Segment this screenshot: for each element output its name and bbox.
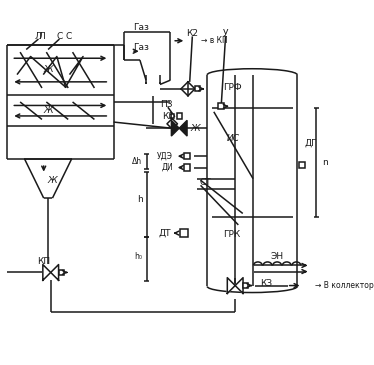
Text: ГРФ: ГРФ	[223, 84, 242, 92]
Text: Ж: Ж	[47, 176, 57, 185]
Bar	[177, 113, 182, 119]
Text: ЭН: ЭН	[270, 252, 283, 261]
Text: Газ: Газ	[133, 43, 149, 52]
Bar	[170, 114, 174, 118]
Text: ДТ: ДТ	[159, 228, 171, 238]
Text: К2: К2	[186, 29, 198, 38]
Text: h: h	[137, 195, 142, 204]
Text: КЗ: КЗ	[260, 279, 272, 288]
Text: h₀: h₀	[135, 252, 142, 261]
Text: С: С	[56, 32, 62, 41]
Text: С: С	[65, 32, 71, 41]
Polygon shape	[235, 278, 243, 293]
Text: КП: КП	[38, 257, 51, 266]
Text: Л: Л	[35, 32, 42, 41]
Text: УДЭ: УДЭ	[157, 152, 173, 161]
Text: К1: К1	[162, 112, 174, 121]
Text: Газ: Газ	[133, 23, 149, 32]
Bar	[243, 283, 248, 288]
Polygon shape	[51, 265, 59, 280]
Bar	[195, 86, 200, 92]
Bar	[184, 153, 190, 159]
Text: n: n	[323, 158, 328, 167]
Bar	[180, 229, 187, 237]
Text: → в КП: → в КП	[201, 36, 228, 45]
Text: Л: Л	[39, 32, 45, 41]
Text: ГРК: ГРК	[223, 230, 240, 239]
Text: СТ: СТ	[199, 178, 211, 187]
Bar	[59, 270, 64, 275]
Text: Ж: Ж	[43, 106, 53, 115]
Text: → В коллектор: → В коллектор	[315, 281, 374, 290]
Text: Δh: Δh	[132, 157, 142, 166]
Text: ПЗ: ПЗ	[160, 100, 172, 109]
Text: Ж: Ж	[43, 65, 53, 74]
Text: ДИ: ДИ	[161, 163, 173, 172]
Text: ИС: ИС	[226, 134, 239, 143]
Text: У: У	[223, 29, 228, 38]
Polygon shape	[227, 278, 235, 293]
Bar	[298, 162, 305, 168]
Bar	[184, 165, 190, 170]
Text: Ж: Ж	[191, 124, 200, 133]
Polygon shape	[43, 265, 51, 280]
Polygon shape	[179, 120, 187, 136]
Text: ДГ: ДГ	[304, 139, 317, 147]
Polygon shape	[171, 120, 179, 136]
Bar	[218, 103, 224, 110]
